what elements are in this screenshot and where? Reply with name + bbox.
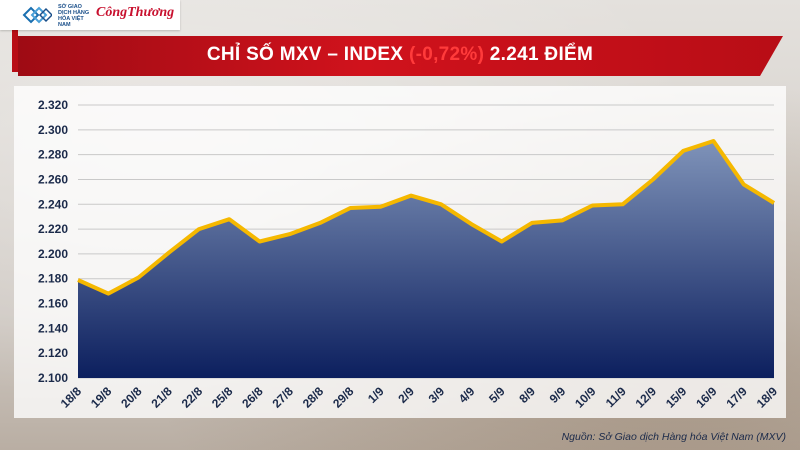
x-tick-label: 21/8 [148, 384, 175, 411]
series-line [77, 139, 776, 296]
x-tick-label: 15/9 [663, 384, 690, 411]
x-axis: 18/8 19/8 20/8 21/8 22/8 25/8 26/8 27/8 28/8 29/8… [58, 384, 781, 411]
logo-bar: SỞ GIAO DỊCH HÀNG HÓA VIỆT NAM CôngThươn… [0, 0, 180, 30]
x-tick-label: 17/9 [723, 384, 750, 411]
x-tick-label: 28/8 [300, 384, 327, 411]
x-tick-label: 10/9 [572, 384, 599, 411]
title-suffix: 2.241 ĐIỂM [484, 44, 594, 65]
x-tick-label: 20/8 [118, 384, 145, 411]
title-banner [18, 36, 783, 76]
y-tick-label: 2.120 [38, 346, 68, 360]
y-tick-label: 2.200 [38, 247, 68, 261]
y-tick-label: 2.100 [38, 371, 68, 385]
y-tick-label: 2.260 [38, 172, 68, 186]
y-tick-label: 2.240 [38, 197, 68, 211]
chart-title: CHỈ SỐ MXV – INDEX (-0,72%) 2.241 ĐIỂM [0, 44, 800, 66]
x-tick-label: 18/9 [754, 384, 781, 411]
x-tick-label: 26/8 [239, 384, 266, 411]
left-accent-strip [12, 8, 18, 72]
y-tick-label: 2.180 [38, 272, 68, 286]
y-tick-label: 2.280 [38, 148, 68, 162]
y-axis: 2.100 2.120 2.140 2.160 2.180 2.200 2.220 2.240… [38, 98, 68, 385]
y-tick-label: 2.160 [38, 297, 68, 311]
x-tick-label: 27/8 [270, 384, 297, 411]
x-tick-label: 1/9 [365, 384, 387, 406]
x-tick-label: 11/9 [603, 384, 629, 410]
congthuong-logo: CôngThương [96, 5, 175, 20]
x-tick-label: 8/9 [516, 384, 538, 406]
title-change: (-0,72%) [408, 44, 485, 65]
x-tick-label: 18/8 [58, 384, 85, 411]
x-tick-label: 9/9 [547, 384, 569, 406]
x-tick-label: 19/8 [88, 384, 115, 411]
mxv-logo-text: SỞ GIAO DỊCH HÀNG HÓA VIỆT NAM [58, 4, 90, 28]
source-note: Nguồn: Sở Giao dịch Hàng hóa Việt Nam (M… [561, 431, 786, 443]
x-tick-label: 22/8 [179, 384, 206, 411]
y-tick-label: 2.140 [38, 321, 68, 335]
mxv-logo-icon [22, 6, 52, 24]
x-tick-label: 16/9 [693, 384, 720, 411]
x-tick-label: 3/9 [426, 384, 448, 406]
title-prefix: CHỈ SỐ MXV – INDEX [206, 44, 409, 65]
x-tick-label: 29/8 [330, 384, 357, 411]
x-tick-label: 25/8 [209, 384, 236, 411]
y-tick-label: 2.300 [38, 123, 68, 137]
area-fill [78, 141, 774, 378]
y-tick-label: 2.320 [38, 98, 68, 112]
x-tick-label: 4/9 [456, 384, 478, 406]
x-tick-label: 5/9 [486, 384, 508, 406]
y-tick-label: 2.220 [38, 222, 68, 236]
x-tick-label: 2/9 [395, 384, 417, 406]
x-tick-label: 12/9 [633, 384, 660, 411]
